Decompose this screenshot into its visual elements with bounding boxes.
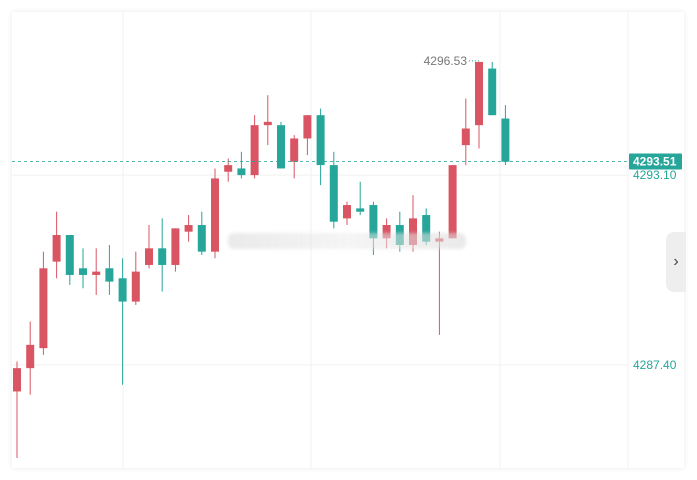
- candle-body: [52, 235, 61, 262]
- candle: [92, 248, 101, 295]
- price-axis: 4293.10 4287.40 4293.51: [629, 153, 682, 372]
- candle-body: [475, 61, 483, 126]
- candle: [475, 61, 483, 149]
- high-marker-label: 4296.53: [424, 54, 468, 68]
- candle-body: [39, 268, 48, 349]
- candle: [316, 108, 325, 186]
- candle-body: [382, 225, 391, 239]
- candle-body: [343, 205, 351, 219]
- candle-body: [316, 115, 325, 166]
- candle: [145, 225, 153, 269]
- candle: [277, 121, 285, 169]
- candle-body: [131, 271, 140, 302]
- candle-body: [263, 121, 272, 126]
- marker-layer: 4296.53: [12, 54, 628, 162]
- candle: [501, 105, 510, 166]
- last-price-label: 4293.51: [633, 154, 677, 168]
- candle-layer: [13, 61, 510, 459]
- candle: [131, 251, 140, 305]
- candle: [184, 215, 193, 242]
- candle-body: [13, 368, 21, 392]
- candle: [461, 98, 470, 166]
- candle-body: [356, 208, 365, 212]
- candle: [52, 211, 61, 279]
- last-price-tag: [629, 153, 682, 170]
- candle: [158, 218, 167, 292]
- candle: [356, 181, 365, 216]
- candle-body: [171, 228, 180, 265]
- candle-body: [250, 125, 259, 176]
- candle-body: [329, 165, 338, 222]
- candle: [237, 151, 246, 179]
- scroll-right-button[interactable]: ›: [666, 232, 686, 292]
- candle-body: [197, 225, 206, 252]
- candle-body: [184, 225, 193, 232]
- y-axis-tick-label: 4287.40: [633, 358, 677, 372]
- candle-body: [237, 168, 246, 176]
- candle-body: [448, 165, 457, 239]
- candle: [290, 135, 299, 179]
- candle: [224, 158, 233, 182]
- watermark-logo: [228, 233, 466, 249]
- candle: [343, 201, 351, 226]
- candle-body: [290, 138, 299, 162]
- candle-body: [369, 205, 378, 239]
- candle-body: [422, 215, 431, 242]
- candle: [488, 61, 497, 116]
- chevron-right-icon: ›: [673, 253, 679, 270]
- candle-body: [211, 178, 219, 252]
- y-axis-tick-label: 4293.10: [633, 168, 677, 182]
- candle: [211, 168, 219, 259]
- candle-body: [79, 268, 87, 275]
- candle: [26, 321, 35, 395]
- candle: [65, 235, 74, 285]
- candle: [263, 95, 272, 146]
- candle-body: [224, 165, 233, 172]
- candle-body: [26, 344, 35, 369]
- candle: [329, 151, 338, 229]
- candle-body: [118, 278, 127, 302]
- candle: [105, 244, 114, 295]
- candle-body: [461, 128, 470, 146]
- candle-body: [158, 248, 167, 265]
- candle: [79, 248, 87, 289]
- candle-body: [501, 118, 510, 162]
- candle: [13, 361, 21, 459]
- candle: [303, 115, 312, 156]
- candle: [197, 211, 206, 255]
- candle: [448, 165, 457, 239]
- candle: [118, 258, 127, 385]
- candle: [250, 115, 259, 179]
- candle-body: [488, 68, 497, 116]
- candle-body: [92, 271, 101, 275]
- candle: [39, 251, 48, 355]
- candle-body: [303, 115, 312, 139]
- candle-body: [145, 248, 153, 265]
- candle-body: [105, 268, 114, 282]
- candle: [171, 228, 180, 272]
- candle-body: [65, 235, 74, 275]
- candle-body: [277, 125, 285, 169]
- candle-body: [409, 218, 417, 245]
